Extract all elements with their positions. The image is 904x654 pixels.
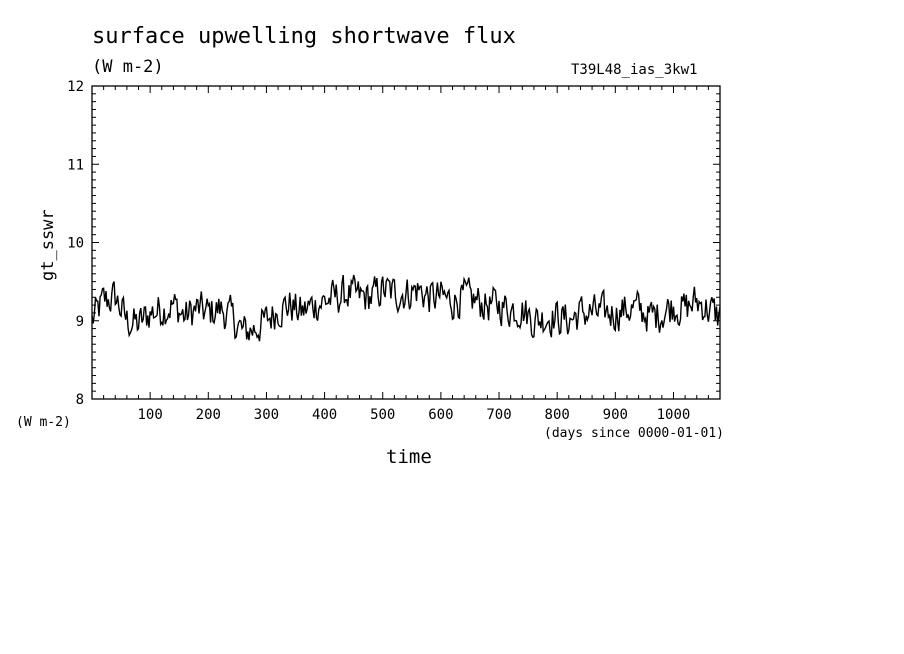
x-tick-label: 900 (603, 407, 628, 423)
x-tick-label: 500 (370, 407, 395, 423)
y-axis-units: (W m-2) (16, 415, 71, 430)
x-tick-label: 400 (312, 407, 337, 423)
x-tick-label: 300 (254, 407, 279, 423)
y-tick-label: 12 (67, 79, 84, 95)
x-tick-label: 100 (137, 407, 162, 423)
run-label: T39L48_ias_3kw1 (571, 62, 698, 78)
x-tick-label: 600 (428, 407, 453, 423)
x-tick-label: 700 (486, 407, 511, 423)
plot-frame (91, 85, 721, 400)
x-tick-label: 800 (545, 407, 570, 423)
x-axis-units: (days since 0000-01-01) (544, 426, 725, 441)
x-axis-label: time (386, 446, 432, 468)
series-line (91, 274, 721, 342)
y-tick-label: 9 (76, 314, 84, 330)
chart-title: surface upwelling shortwave flux (92, 24, 516, 49)
x-tick-label: 1000 (657, 407, 691, 423)
y-tick-label: 8 (76, 392, 84, 408)
x-tick-label: 200 (196, 407, 221, 423)
y-tick-label: 11 (67, 157, 84, 173)
chart-subtitle: (W m-2) (92, 57, 164, 77)
y-tick-label: 10 (67, 236, 84, 252)
